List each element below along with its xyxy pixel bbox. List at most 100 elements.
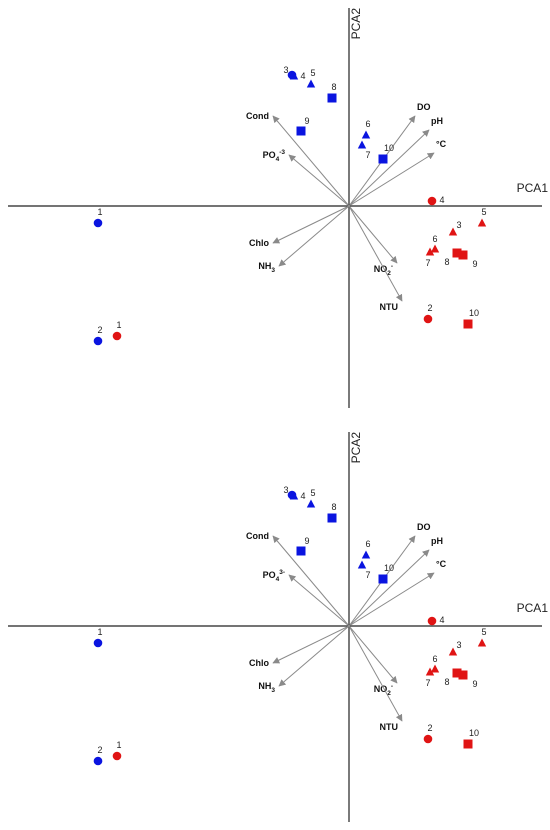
sample-point-label: 5 — [481, 627, 486, 637]
loading-label-name: DO — [417, 102, 431, 112]
loading-label-name: NTU — [380, 302, 399, 312]
loading-label: DO — [417, 522, 431, 532]
sample-point-blue-square — [296, 546, 306, 556]
sample-point-label: 9 — [304, 116, 309, 126]
sample-point-label: 4 — [439, 195, 444, 205]
sample-point-red-square — [452, 668, 462, 678]
loading-label: Cond — [246, 111, 269, 121]
sample-point-red-square — [452, 248, 462, 258]
sample-point-label: 10 — [469, 308, 479, 318]
sample-point-label: 9 — [304, 536, 309, 546]
sample-point-blue-circle — [93, 638, 103, 648]
sample-point-label: 7 — [425, 678, 430, 688]
loading-arrow — [348, 205, 398, 264]
sample-point-label: 2 — [427, 723, 432, 733]
loading-label: NTU — [380, 722, 399, 732]
loading-label-name: °C — [436, 559, 447, 569]
loading-arrow — [272, 535, 350, 627]
sample-point-blue-square — [378, 154, 388, 164]
loading-label-name: NH — [258, 261, 271, 271]
sample-point-label: 5 — [481, 207, 486, 217]
sample-point-blue-triangle — [357, 560, 367, 569]
loading-label: NH3 — [258, 261, 275, 274]
loading-label-subscript: 3 — [271, 267, 275, 274]
loading-arrow — [348, 549, 430, 627]
loading-label: Chlo — [249, 238, 269, 248]
loading-label-subscript: 4 — [276, 156, 280, 163]
loading-label: Cond — [246, 531, 269, 541]
x-axis-title: PCA1 — [517, 601, 549, 615]
x-axis-title: PCA1 — [517, 181, 549, 195]
sample-point-label: 4 — [300, 71, 305, 81]
loading-label: PO4-3 — [263, 149, 286, 163]
loading-label-name: DO — [417, 522, 431, 532]
sample-point-label: 3 — [456, 220, 461, 230]
loading-label-superscript: - — [391, 683, 393, 690]
loading-label-superscript: -3 — [279, 149, 285, 156]
sample-point-label: 2 — [97, 745, 102, 755]
loading-arrow — [278, 205, 350, 267]
loading-label-subscript: 3 — [271, 687, 275, 694]
loading-label-name: NO — [374, 264, 388, 274]
sample-point-red-triangle — [477, 218, 487, 227]
sample-point-label: 9 — [472, 679, 477, 689]
loading-label: pH — [431, 536, 443, 546]
sample-point-label: 6 — [365, 539, 370, 549]
loading-arrow — [288, 154, 350, 207]
loading-label: DO — [417, 102, 431, 112]
loading-label-name: NTU — [380, 722, 399, 732]
sample-point-red-circle — [427, 196, 437, 206]
sample-point-label: 8 — [444, 257, 449, 267]
loading-label: NH3 — [258, 681, 275, 694]
loading-label: Chlo — [249, 658, 269, 668]
sample-point-label: 1 — [116, 740, 121, 750]
sample-point-blue-circle — [93, 336, 103, 346]
loading-arrow — [348, 205, 403, 302]
loading-label: NO2- — [374, 263, 393, 277]
loading-arrow — [348, 572, 435, 627]
sample-point-red-triangle — [430, 244, 440, 253]
sample-point-label: 7 — [365, 150, 370, 160]
loading-arrow — [272, 205, 350, 244]
sample-point-blue-triangle — [361, 130, 371, 139]
sample-point-label: 2 — [97, 325, 102, 335]
sample-point-label: 1 — [97, 207, 102, 217]
sample-point-red-triangle — [425, 247, 435, 256]
loading-label: NO2- — [374, 683, 393, 697]
sample-point-red-square — [463, 319, 473, 329]
sample-point-blue-triangle — [357, 140, 367, 149]
sample-point-blue-square — [296, 126, 306, 136]
sample-point-red-triangle — [448, 227, 458, 236]
sample-point-red-circle — [423, 734, 433, 744]
sample-point-blue-triangle — [289, 491, 299, 500]
loading-label-name: pH — [431, 536, 443, 546]
sample-point-label: 5 — [310, 68, 315, 78]
loading-label-name: Cond — [246, 531, 269, 541]
sample-point-label: 10 — [384, 563, 394, 573]
loading-label-name: Chlo — [249, 658, 269, 668]
loading-label-subscript: 2 — [387, 690, 391, 697]
sample-point-blue-square — [378, 574, 388, 584]
loading-arrow — [272, 115, 350, 207]
loading-label-name: °C — [436, 139, 447, 149]
sample-point-blue-triangle — [306, 499, 316, 508]
sample-point-red-circle — [112, 751, 122, 761]
loading-label-superscript: 3- — [279, 569, 285, 576]
loading-arrow — [272, 625, 350, 664]
sample-point-red-triangle — [425, 667, 435, 676]
sample-point-label: 8 — [444, 677, 449, 687]
sample-point-red-circle — [427, 616, 437, 626]
sample-point-label: 9 — [472, 259, 477, 269]
sample-point-label: 5 — [310, 488, 315, 498]
sample-point-red-square — [458, 250, 468, 260]
y-axis-title: PCA2 — [349, 8, 363, 40]
sample-point-blue-triangle — [289, 71, 299, 80]
loading-label-name: Chlo — [249, 238, 269, 248]
loading-arrow — [348, 152, 435, 207]
sample-point-blue-circle — [93, 218, 103, 228]
loading-label-name: NH — [258, 681, 271, 691]
y-axis-title: PCA2 — [349, 432, 363, 464]
loading-label-subscript: 4 — [276, 576, 280, 583]
loading-arrow — [348, 625, 398, 684]
